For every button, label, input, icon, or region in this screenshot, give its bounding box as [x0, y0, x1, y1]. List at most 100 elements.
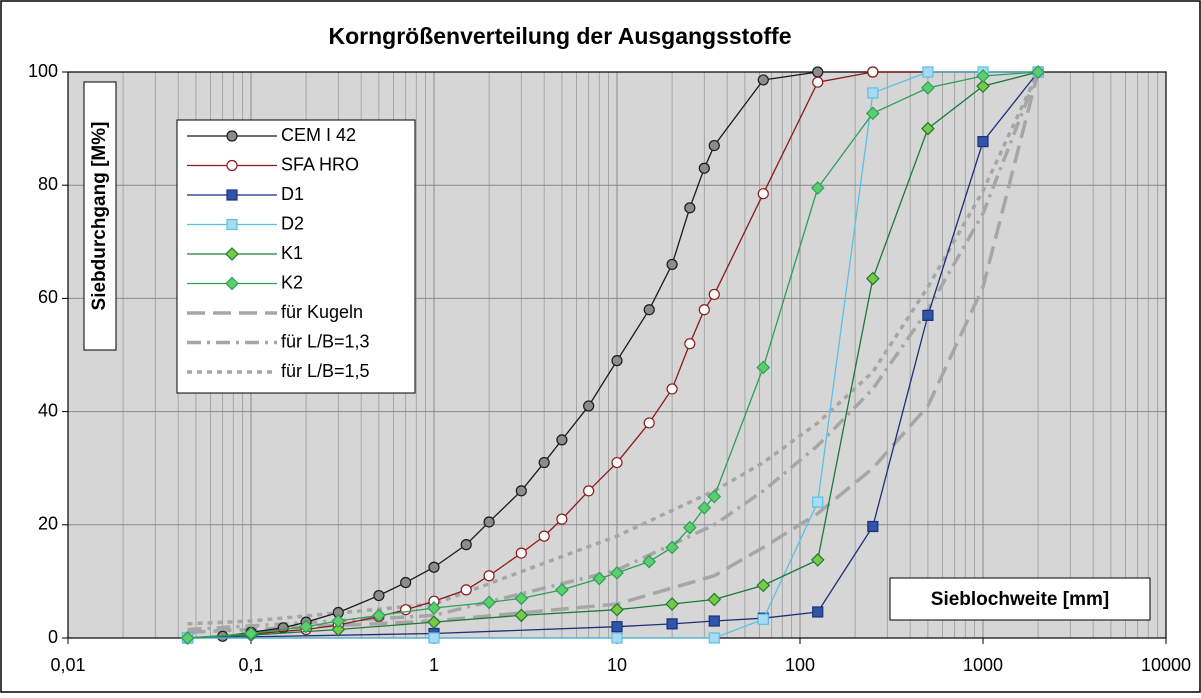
x-tick-label: 1: [429, 655, 439, 675]
marker: [812, 496, 824, 508]
marker: [611, 456, 623, 469]
x-tick-label: 0,1: [238, 655, 263, 675]
marker: [428, 632, 440, 644]
legend-label: D2: [281, 213, 304, 233]
x-label-box: [889, 577, 1151, 621]
marker: [400, 604, 412, 616]
y-tick-label: 40: [38, 400, 58, 420]
marker: [976, 69, 990, 83]
x-tick-label: 10: [607, 655, 627, 675]
x-tick-label: 1000: [963, 655, 1003, 675]
y-axis-label: Siebdurchgang [M%]: [89, 122, 110, 311]
legend-label: für L/B=1,3: [281, 331, 370, 351]
y-tick-label: 80: [38, 174, 58, 194]
reference-line: [187, 71, 1040, 632]
marker: [610, 566, 624, 580]
marker: [642, 554, 657, 569]
legend-marker: [225, 247, 239, 261]
marker: [867, 66, 879, 78]
marker: [1031, 65, 1045, 79]
marker: [666, 618, 678, 630]
marker: [611, 621, 623, 633]
legend-label: SFA HRO: [281, 154, 359, 174]
legend-marker: [225, 276, 239, 291]
marker: [812, 76, 824, 88]
marker: [922, 66, 934, 78]
reference-line: [187, 71, 1040, 635]
marker: [666, 258, 678, 271]
chart-title: Korngrößenverteilung der Ausgangsstoffe: [328, 23, 791, 49]
legend-marker: [226, 218, 238, 231]
marker: [643, 417, 655, 429]
marker: [592, 571, 607, 586]
marker: [757, 188, 769, 200]
x-tick-label: 10000: [1141, 655, 1191, 675]
marker: [427, 615, 441, 630]
marker: [428, 561, 440, 573]
marker: [867, 87, 879, 99]
marker: [922, 309, 934, 321]
legend-marker: [226, 189, 238, 201]
marker: [372, 608, 386, 623]
marker: [976, 79, 990, 93]
marker: [460, 539, 472, 551]
series-line: [187, 71, 1039, 639]
marker: [756, 360, 771, 375]
marker: [757, 74, 769, 86]
legend-label: CEM I 42: [281, 125, 356, 145]
marker: [583, 400, 595, 412]
marker: [682, 520, 697, 535]
marker: [977, 136, 989, 148]
legend-label: D1: [281, 184, 304, 204]
y-label-box: [83, 81, 117, 351]
marker: [244, 626, 258, 641]
marker: [810, 553, 825, 567]
marker: [708, 139, 720, 152]
marker: [865, 106, 880, 121]
marker: [665, 540, 679, 555]
series-line: [187, 71, 1039, 639]
y-tick-label: 20: [38, 514, 58, 534]
x-axis-label: Sieblochweite [mm]: [931, 589, 1109, 610]
marker: [666, 383, 678, 395]
marker: [698, 162, 710, 174]
marker: [610, 602, 624, 617]
y-tick-label: 0: [48, 627, 58, 647]
legend-marker: [226, 159, 238, 172]
marker: [460, 584, 472, 596]
marker: [757, 613, 769, 625]
marker: [555, 583, 569, 597]
marker: [707, 489, 722, 504]
marker: [514, 608, 529, 623]
marker: [684, 338, 696, 350]
marker: [556, 513, 568, 525]
marker: [400, 576, 412, 589]
marker: [611, 632, 623, 644]
marker: [180, 631, 195, 645]
marker: [708, 632, 720, 644]
marker: [331, 614, 346, 628]
marker: [708, 615, 720, 627]
marker: [684, 202, 696, 214]
marker: [708, 288, 720, 301]
marker: [515, 485, 527, 497]
marker: [514, 591, 529, 606]
marker: [643, 304, 655, 316]
legend-label: für Kugeln: [281, 302, 363, 322]
marker: [665, 597, 679, 611]
marker: [697, 500, 712, 515]
marker: [867, 520, 879, 533]
marker: [810, 181, 825, 195]
marker: [756, 578, 771, 593]
y-tick-label: 100: [28, 61, 58, 81]
marker: [812, 66, 824, 78]
marker: [483, 516, 495, 528]
marker: [698, 304, 710, 316]
marker: [556, 434, 568, 446]
y-tick-label: 60: [38, 287, 58, 307]
legend-label: K2: [281, 272, 303, 292]
legend-label: für L/B=1,5: [281, 361, 370, 381]
marker: [921, 80, 935, 95]
marker: [427, 601, 441, 615]
